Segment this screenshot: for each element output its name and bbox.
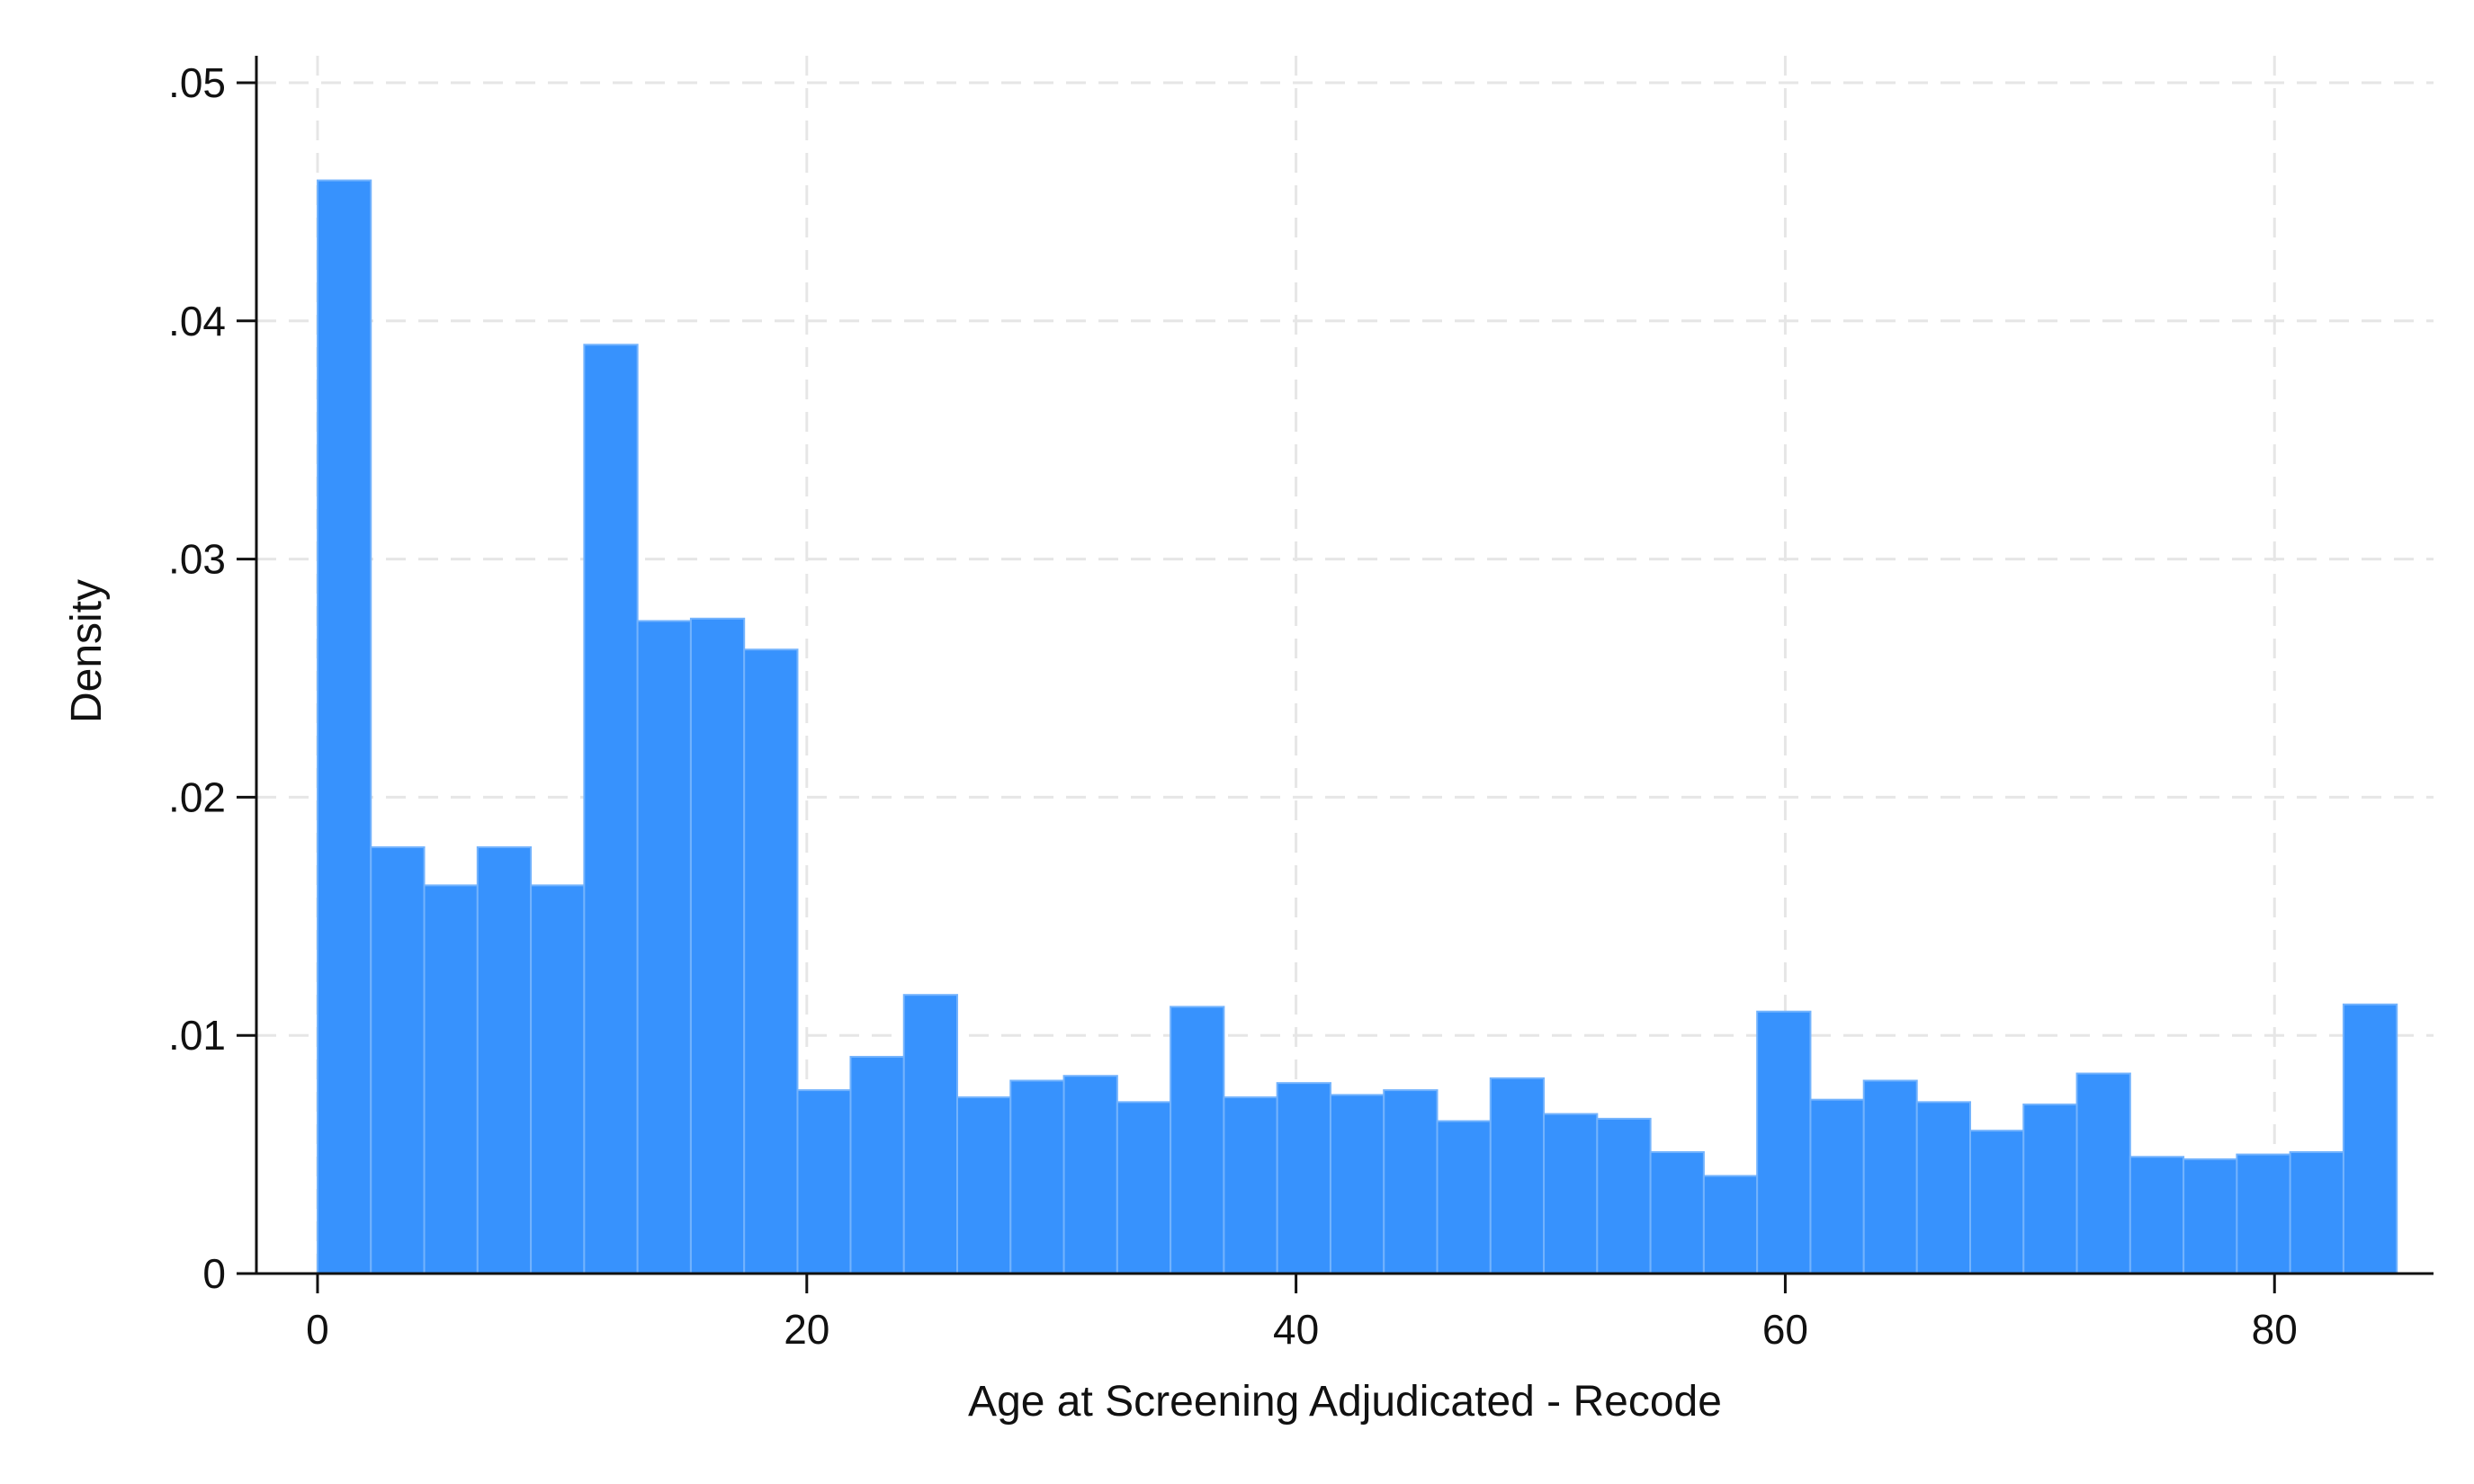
histogram-bar bbox=[2129, 1156, 2185, 1275]
histogram-bar bbox=[1596, 1117, 1652, 1274]
y-tick-label: .02 bbox=[168, 773, 226, 820]
histogram-bar bbox=[1756, 1010, 1812, 1274]
axes bbox=[255, 56, 2434, 1275]
x-tick-label: 0 bbox=[306, 1306, 329, 1353]
histogram-bar bbox=[1436, 1120, 1492, 1274]
histogram-bar bbox=[583, 344, 639, 1274]
histogram-bar bbox=[1383, 1089, 1439, 1274]
histogram-bar bbox=[1223, 1096, 1278, 1274]
histogram-bar bbox=[2289, 1150, 2344, 1275]
histogram-bar bbox=[849, 1056, 905, 1274]
histogram-bar bbox=[1969, 1130, 2025, 1274]
histogram-bar bbox=[1329, 1094, 1385, 1275]
histogram-bar bbox=[423, 884, 479, 1274]
y-tick-label: .03 bbox=[168, 536, 226, 583]
histogram-bar bbox=[1809, 1098, 1865, 1275]
histogram-bar bbox=[2236, 1153, 2291, 1274]
histogram-bar bbox=[1116, 1101, 1172, 1274]
histogram-bar bbox=[956, 1096, 1012, 1274]
histogram-bar bbox=[530, 884, 586, 1274]
x-tick-label: 80 bbox=[2252, 1306, 2298, 1353]
histogram-bar bbox=[796, 1089, 852, 1274]
histogram-bar bbox=[1009, 1079, 1065, 1274]
histogram-bar bbox=[1915, 1101, 1972, 1274]
histogram-bar bbox=[1276, 1082, 1331, 1275]
x-tick-label: 40 bbox=[1273, 1306, 1319, 1353]
histogram-bar bbox=[1862, 1079, 1918, 1274]
histogram-bar bbox=[476, 846, 533, 1274]
histogram-bar bbox=[1062, 1075, 1118, 1274]
histogram-bar bbox=[316, 179, 372, 1274]
y-tick-label: .01 bbox=[168, 1012, 226, 1059]
histogram-bars bbox=[316, 179, 2398, 1275]
y-axis-title: Density bbox=[63, 579, 111, 723]
histogram-bar bbox=[370, 846, 426, 1274]
histogram-bar bbox=[1543, 1113, 1599, 1274]
histogram-bar bbox=[2075, 1072, 2131, 1274]
histogram-bar bbox=[743, 648, 799, 1274]
histogram-bar bbox=[636, 620, 692, 1274]
y-tick-label: .05 bbox=[168, 59, 226, 106]
axis-ticks: 0 .01 .02 .03 .04 .05 0 20 40 60 80 bbox=[168, 59, 2298, 1353]
y-tick-label: 0 bbox=[202, 1250, 226, 1297]
histogram-bar bbox=[2342, 1003, 2398, 1274]
histogram-bar bbox=[1170, 1006, 1225, 1274]
x-tick-label: 20 bbox=[784, 1306, 829, 1353]
y-tick-label: .04 bbox=[168, 298, 226, 344]
histogram-bar bbox=[1702, 1175, 1759, 1275]
histogram-bar bbox=[1489, 1077, 1546, 1275]
histogram-bar bbox=[689, 617, 746, 1274]
histogram-bar bbox=[2022, 1103, 2078, 1274]
histogram-bar bbox=[902, 994, 959, 1274]
x-tick-label: 60 bbox=[1762, 1306, 1808, 1353]
histogram-bar bbox=[1649, 1150, 1705, 1275]
x-axis-title: Age at Screening Adjudicated - Recode bbox=[968, 1378, 1722, 1426]
histogram-bar bbox=[2183, 1158, 2238, 1274]
